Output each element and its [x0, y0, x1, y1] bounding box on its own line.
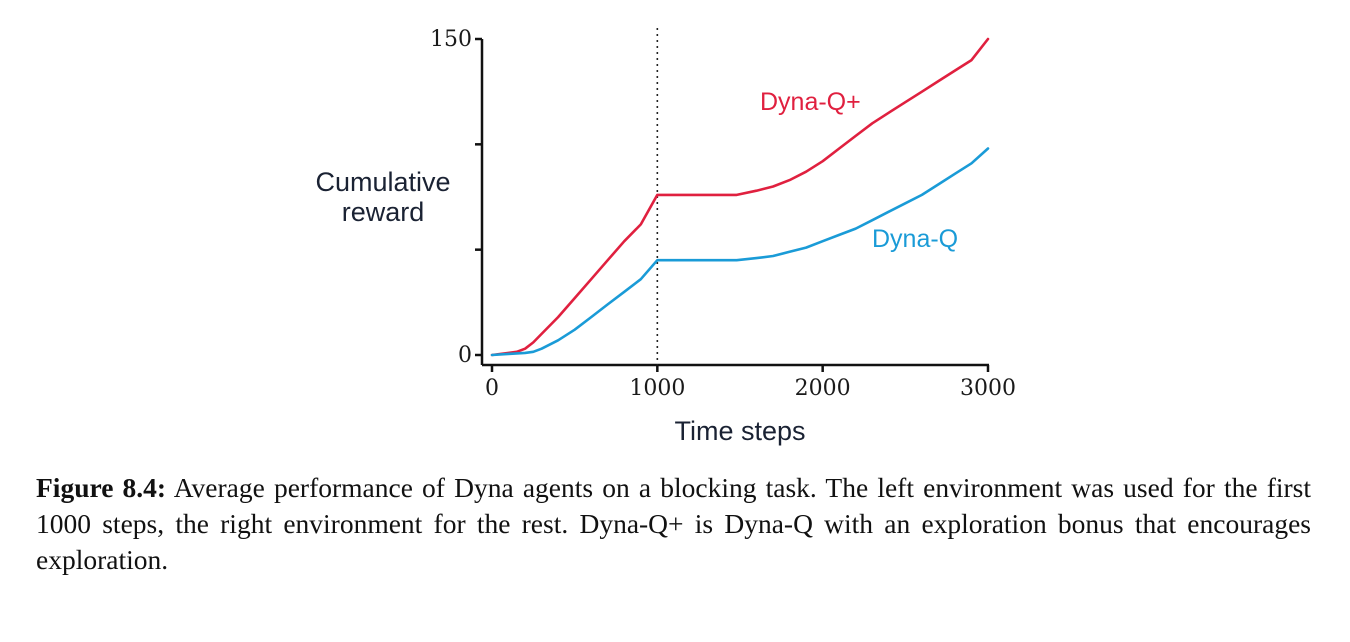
series-layer — [490, 37, 990, 357]
y-axis-title-line1: Cumulative — [315, 167, 450, 197]
x-tick-label-1000: 1000 — [629, 376, 685, 401]
x-axis-title: Time steps — [674, 416, 805, 446]
series-label-dyna-q-plus: Dyna-Q+ — [760, 88, 861, 116]
caption-label: Figure 8.4: — [36, 472, 167, 503]
y-axis-title-line2: reward — [342, 197, 425, 227]
x-ticks: 0 1000 2000 3000 — [485, 365, 1016, 401]
cumulative-reward-chart: 0 150 0 1000 2000 3000 Cumulative reward Tim… — [315, 27, 1016, 446]
y-tick-label-150: 150 — [430, 27, 472, 52]
caption-text: Average performance of Dyna agents on a … — [36, 472, 1311, 575]
y-tick-label-0: 0 — [458, 343, 472, 368]
chart-axes — [480, 39, 989, 367]
x-tick-label-0: 0 — [485, 376, 499, 401]
x-tick-label-3000: 3000 — [960, 376, 1016, 401]
series-line-dyna-q-plus — [490, 37, 990, 357]
y-ticks: 0 150 — [430, 27, 482, 368]
figure-caption: Figure 8.4: Average performance of Dyna … — [36, 470, 1311, 578]
series-line-dyna-q — [490, 147, 990, 357]
series-label-dyna-q: Dyna-Q — [872, 225, 958, 253]
x-tick-label-2000: 2000 — [795, 376, 851, 401]
